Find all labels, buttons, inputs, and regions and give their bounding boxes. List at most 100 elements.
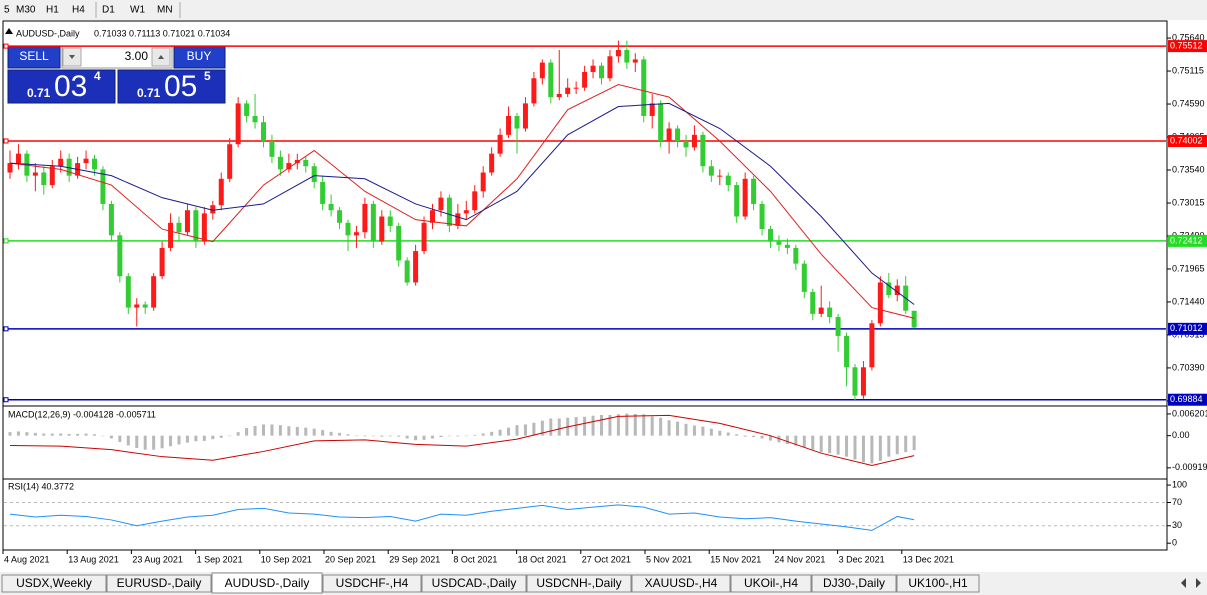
macd-bar (642, 414, 646, 436)
macd-bar (532, 422, 536, 436)
candle-body (159, 247, 165, 277)
buy-price-box[interactable] (117, 69, 226, 104)
candle-body (691, 134, 697, 148)
time-label: 8 Oct 2021 (453, 554, 497, 564)
macd-bar (608, 415, 612, 436)
candle-body (404, 260, 410, 283)
candle-body (125, 276, 131, 308)
macd-bar (346, 434, 350, 436)
macd-bar (93, 434, 96, 436)
macd-bar (904, 435, 908, 453)
tab[interactable] (811, 574, 897, 593)
tab[interactable] (730, 574, 812, 593)
candle-body (353, 232, 359, 236)
candle-body (894, 285, 900, 296)
macd-bar (304, 427, 308, 436)
candle-body (607, 56, 613, 79)
y-tick-label: 0.006201 (1172, 408, 1207, 418)
lot-value: 3.00 (125, 49, 149, 63)
level-handle[interactable] (3, 397, 9, 403)
tab[interactable] (896, 574, 980, 593)
timeframe-button[interactable]: 5 (4, 5, 10, 16)
macd-bar (447, 435, 451, 437)
macd-bar (659, 417, 663, 436)
candle-body (277, 156, 283, 170)
sell-price-box[interactable] (7, 69, 116, 104)
macd-bar (878, 435, 882, 461)
level-label-bg (1168, 40, 1207, 53)
y-tick-label: 0.74590 (1172, 98, 1205, 108)
macd-bar (726, 432, 730, 436)
y-tick-label: -0.00919 (1172, 462, 1207, 472)
level-handle[interactable] (3, 326, 9, 332)
candle-body (877, 282, 883, 324)
macd-bar (422, 435, 426, 440)
candle-body (387, 216, 393, 226)
tab-scroll-left[interactable] (1181, 578, 1186, 588)
macd-bar (126, 435, 130, 446)
candle-body (15, 153, 21, 164)
tab[interactable] (1, 574, 107, 593)
tab-label: USDCHF-,H4 (336, 576, 409, 590)
candle-body (227, 144, 233, 179)
candle-body (827, 307, 833, 318)
macd-bar (861, 435, 865, 463)
level-handle[interactable] (3, 238, 9, 244)
rsi-line (9, 504, 915, 531)
level-label: 0.69884 (1170, 394, 1203, 404)
candle-body (700, 134, 706, 167)
tab[interactable] (526, 574, 632, 593)
tab[interactable] (211, 572, 323, 594)
macd-bar (828, 435, 832, 454)
macd-bar (769, 435, 772, 441)
tab[interactable] (421, 574, 527, 593)
timeframe-button[interactable]: H4 (72, 5, 85, 16)
y-tick-label: 0.75115 (1172, 65, 1204, 75)
tab-label: DJ30-,Daily (823, 576, 885, 590)
candle-body (286, 163, 292, 170)
timeframe-button[interactable]: M30 (16, 5, 36, 16)
collapse-icon[interactable] (5, 28, 13, 34)
macd-bar (718, 430, 722, 436)
level-handle[interactable] (3, 138, 9, 144)
moving-average (9, 84, 915, 319)
sell-label: SELL (19, 49, 49, 63)
candle-body (556, 93, 562, 98)
level-label: 0.74002 (1170, 135, 1203, 145)
timeframe-button[interactable]: D1 (102, 5, 115, 16)
macd-bar (397, 435, 401, 437)
macd-bar (25, 432, 29, 436)
candle-body (345, 222, 351, 236)
candle-body (168, 222, 174, 248)
macd-bar (50, 433, 54, 436)
chart-frame (2, 20, 1168, 551)
tab-scroll-right[interactable] (1196, 578, 1201, 588)
tab-label: USDX,Weekly (16, 576, 92, 590)
macd-bar (202, 435, 206, 441)
macd-bar (692, 425, 696, 436)
candle-body (675, 128, 681, 142)
macd-bar (667, 420, 671, 436)
time-label: 20 Sep 2021 (325, 554, 376, 564)
candle-body (66, 158, 72, 176)
timeframe-button[interactable]: H1 (46, 5, 59, 16)
timeframe-button[interactable]: MN (157, 5, 173, 16)
time-label: 1 Sep 2021 (197, 554, 243, 564)
candle-body (134, 304, 140, 308)
candle-body (446, 197, 452, 226)
candle-body (599, 65, 604, 79)
tab[interactable] (106, 574, 212, 593)
candle-body (362, 203, 368, 233)
timeframe-button[interactable]: W1 (130, 5, 145, 16)
level-handle[interactable] (3, 43, 9, 49)
tab[interactable] (322, 574, 422, 593)
y-tick-label: 100 (1172, 479, 1187, 489)
candle-body (649, 103, 655, 116)
candle-body (869, 323, 875, 368)
tab[interactable] (631, 574, 731, 593)
candle-body (810, 291, 816, 314)
macd-bar (431, 435, 434, 439)
candle-body (548, 62, 554, 98)
candle-body (615, 49, 621, 57)
